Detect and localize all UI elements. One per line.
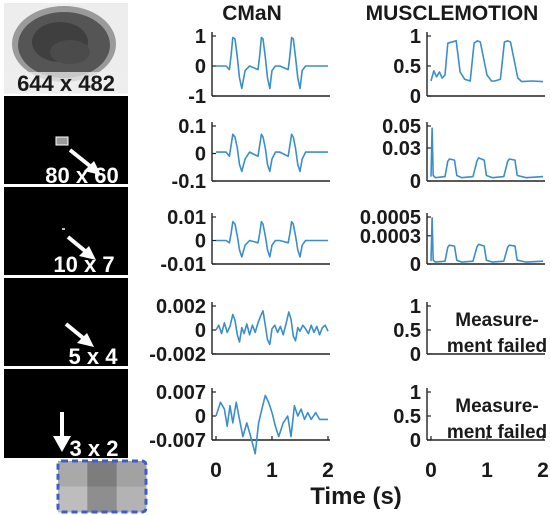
series-line	[430, 39, 544, 83]
plot-musclemotion-failed: 10.50 Measure-ment failed	[393, 382, 547, 452]
pixel-cell	[58, 461, 88, 487]
y-tick-label: 0	[410, 254, 421, 276]
y-tick-label: 0	[410, 86, 421, 108]
y-tick-label: 1	[410, 382, 421, 404]
y-tick-label: 0.01	[167, 207, 206, 229]
y-tick-label: 0	[195, 320, 206, 342]
pixel-cell	[87, 461, 118, 487]
series-line	[216, 36, 328, 90]
x-tick-label: 1	[266, 459, 278, 482]
size-label: 3 x 2	[70, 436, 119, 461]
image-panel-3x2: 3 x 2	[4, 369, 128, 461]
y-tick-label: 0.007	[156, 382, 206, 404]
x-tick-label: 0	[425, 459, 437, 482]
size-label: 5 x 4	[69, 344, 119, 369]
image-panel-5x4: 5 x 4	[4, 278, 128, 369]
y-tick-label: 0	[195, 406, 206, 428]
size-label: 10 x 7	[53, 252, 114, 277]
column-title-cman: CMaN	[222, 2, 282, 25]
plot-cman-644x482: 1 0 -1	[188, 26, 330, 108]
y-tick-label: -0.1	[172, 171, 206, 193]
series-line	[216, 220, 328, 258]
failed-message: Measure-	[455, 396, 538, 417]
y-tick-label: 0	[195, 144, 206, 166]
column-title-musclemotion: MUSCLEMOTION	[366, 2, 539, 25]
pixel-cell	[116, 486, 147, 513]
y-tick-label: -0.007	[149, 430, 206, 452]
x-tick-label: 0	[210, 459, 222, 482]
y-tick-label: 0.1	[178, 116, 206, 138]
y-tick-label: 0	[410, 171, 421, 193]
pixel-cell	[116, 461, 147, 487]
series-line	[430, 217, 544, 263]
y-tick-label: 0.5	[393, 406, 421, 428]
pixel-cell	[58, 486, 88, 513]
series-line	[215, 394, 328, 455]
y-tick-label: 0.002	[156, 296, 206, 318]
y-tick-label: 0.0003	[360, 226, 421, 248]
y-tick-label: 1	[410, 296, 421, 318]
y-tick-label: 0.03	[382, 138, 421, 160]
chart-grid: 10-110.500.10-0.10.050.0300.010-0.010.00…	[149, 26, 549, 482]
image-panel-10x7: 10 x 7	[4, 187, 128, 277]
series-line	[216, 133, 328, 173]
y-tick-label: 0	[195, 231, 206, 253]
plot-musclemotion-failed: 10.50 Measure-ment failed	[393, 296, 547, 366]
failed-message: ment failed	[447, 336, 547, 357]
plot-musclemotion-644x482: 10.50	[393, 26, 545, 108]
y-tick-label: 0	[410, 430, 421, 452]
x-tick-label: 2	[537, 459, 549, 482]
y-tick-label: -1	[188, 86, 206, 108]
y-tick-label: 1	[195, 26, 206, 48]
image-column: 644 x 482 80 x 60 10 x 7 5 x 4 3 x	[4, 3, 148, 514]
plot-cman-10x7: 0.010-0.01	[160, 207, 330, 276]
y-tick-label: 1	[410, 26, 421, 48]
image-panel-80x60: 80 x 60	[4, 96, 128, 188]
image-panel-644x482: 644 x 482	[4, 3, 128, 96]
y-tick-label: 0.5	[393, 320, 421, 342]
size-label: 644 x 482	[17, 71, 115, 96]
x-tick-label: 2	[322, 459, 334, 482]
x-tick-label: 1	[481, 459, 493, 482]
pixel-cell	[87, 486, 118, 513]
y-tick-label: 0.0005	[360, 207, 421, 229]
plot-musclemotion-80x60: 0.050.03 0	[382, 116, 545, 193]
plot-cman-80x60: 0.1 0 -0.1	[172, 116, 330, 193]
y-tick-label: 0.05	[382, 116, 421, 138]
y-tick-label: -0.002	[149, 344, 206, 366]
series-line	[215, 309, 329, 346]
y-tick-label: -0.01	[160, 254, 206, 276]
y-tick-label: 0.5	[393, 56, 421, 78]
pixel-tile-3x2	[56, 459, 148, 514]
x-axis-title: Time (s)	[310, 483, 402, 510]
y-tick-label: 0	[410, 344, 421, 366]
size-label: 80 x 60	[45, 163, 118, 188]
series-line	[430, 127, 544, 179]
y-tick-label: 0	[195, 56, 206, 78]
failed-message: Measure-	[455, 310, 538, 331]
failed-message: ment failed	[447, 422, 547, 443]
tile-border	[56, 459, 148, 514]
